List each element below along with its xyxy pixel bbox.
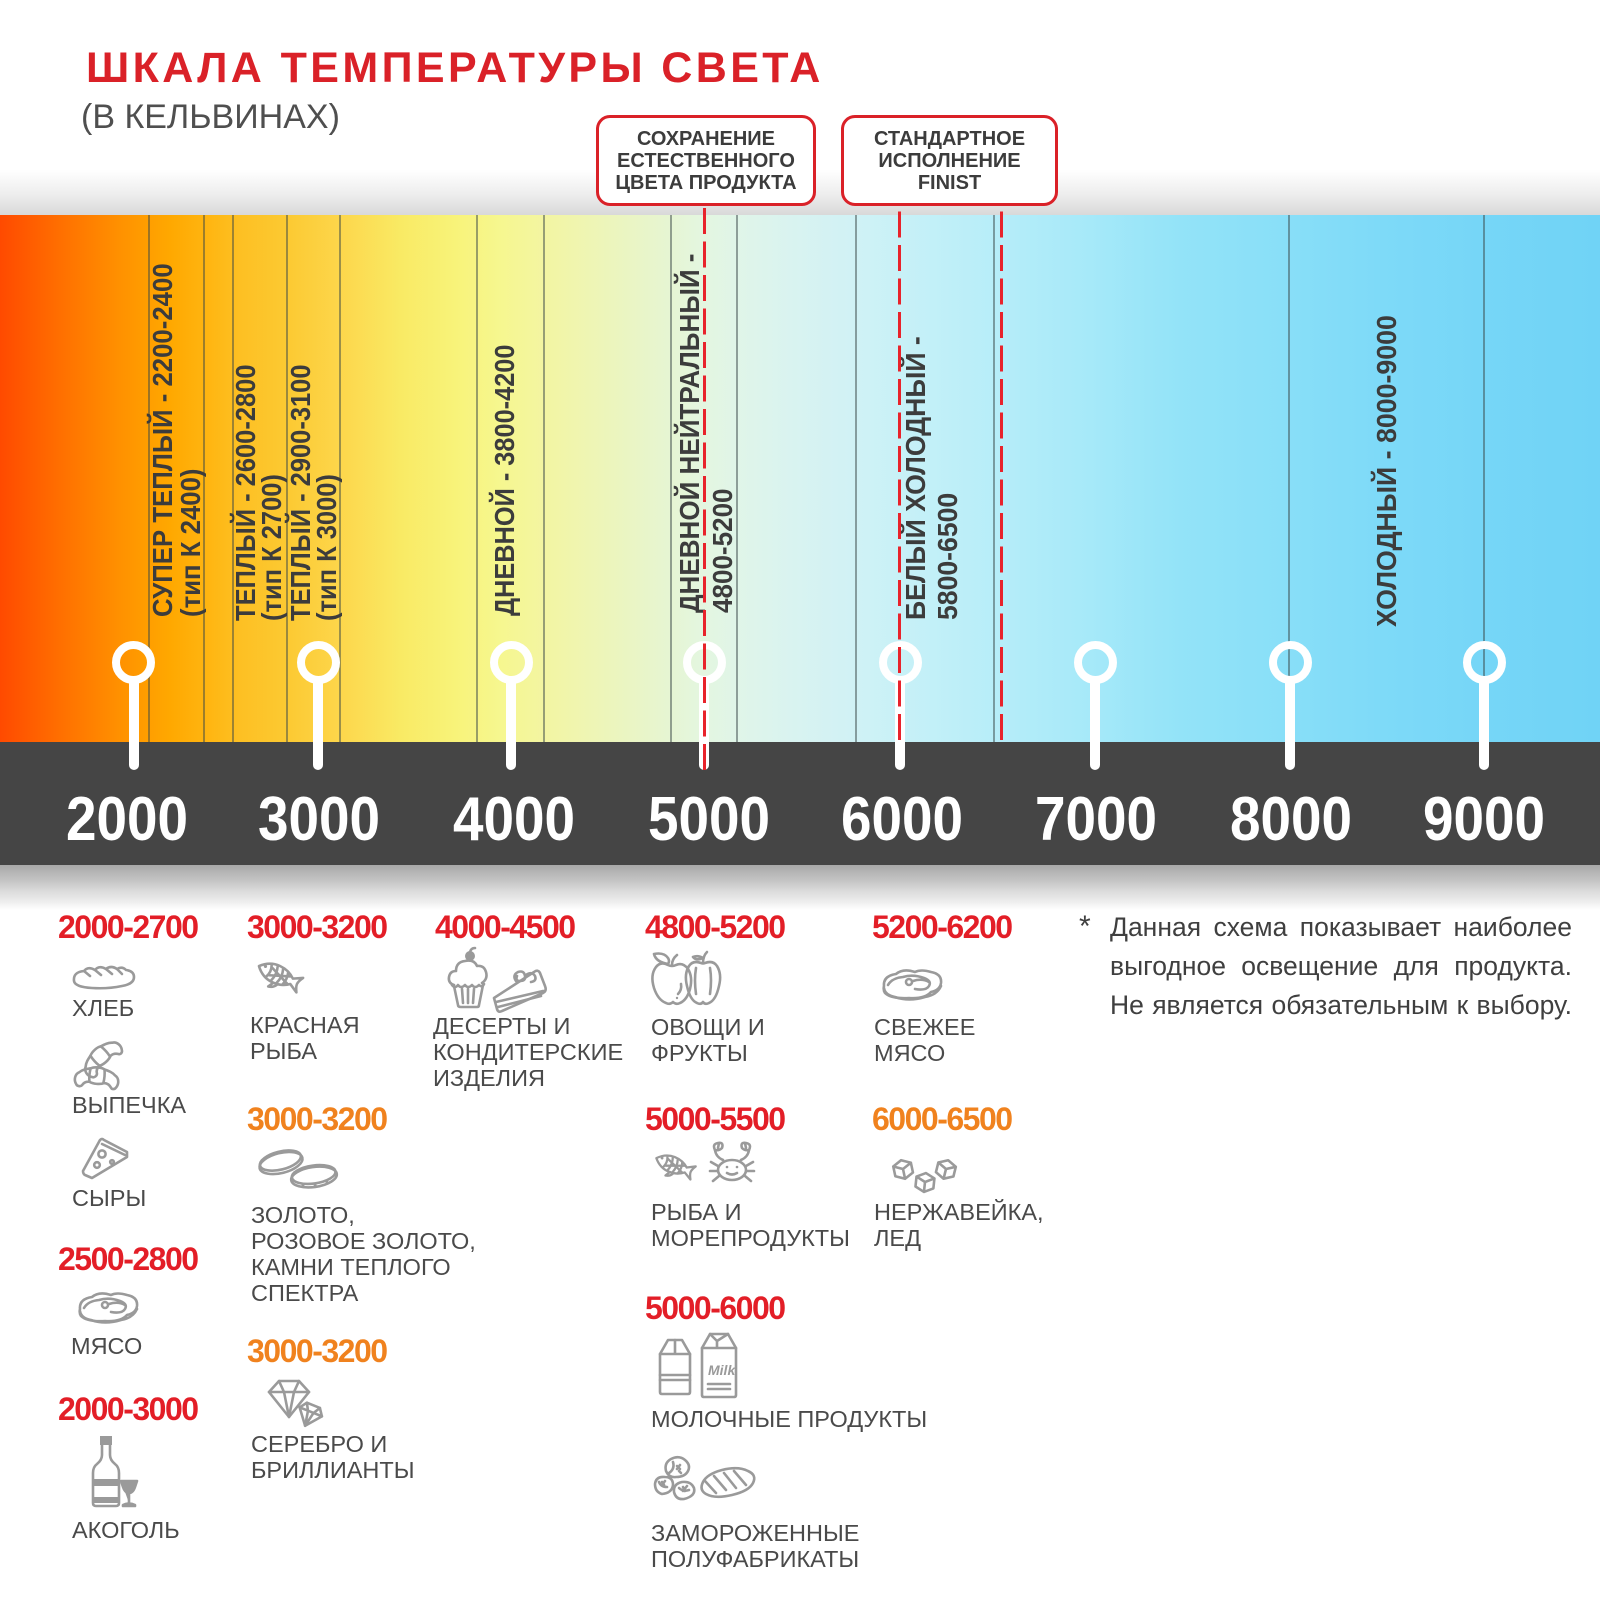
svg-text:Milk: Milk	[708, 1362, 736, 1378]
